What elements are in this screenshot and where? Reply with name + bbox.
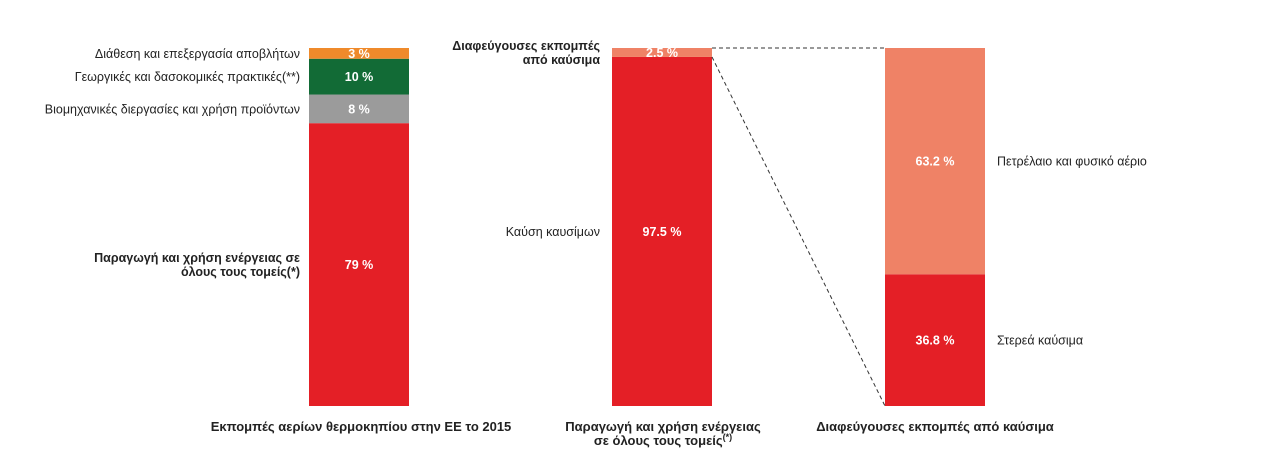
data-label: 2.5 % [646, 46, 678, 60]
bar-segment-1-3 [309, 58, 409, 95]
segment-label: Πετρέλαιο και φυσικό αέριο [997, 155, 1147, 169]
data-label: 36.8 % [916, 334, 955, 348]
bar-segment-3-2 [885, 48, 985, 275]
segment-label: Διάθεση και επεξεργασία αποβλήτων [95, 47, 300, 61]
bar-segment-2-2 [612, 48, 712, 57]
segment-label: Βιομηχανικές διεργασίες και χρήση προϊόν… [45, 102, 300, 116]
footnote-mark: (*) [723, 432, 733, 442]
data-label: 10 % [345, 70, 374, 84]
axis-title: Παραγωγή και χρήση ενέργειας [565, 419, 761, 434]
axis-title: σε όλους τους τομείς(*) [594, 432, 732, 448]
connector-lines [711, 47, 886, 407]
data-label: 63.2 % [916, 155, 955, 169]
segment-label: Διαφεύγουσες εκπομπές [452, 39, 600, 53]
data-label: 8 % [348, 102, 370, 116]
axis-title: Διαφεύγουσες εκπομπές από καύσιμα [816, 419, 1054, 434]
segment-label: από καύσιμα [523, 53, 601, 67]
segment-label: Καύση καυσίμων [506, 225, 600, 239]
segment-label: Παραγωγή και χρήση ενέργειας σε [94, 251, 300, 265]
bar-segment-1-1 [309, 123, 409, 407]
data-label: 3 % [348, 47, 370, 61]
bar-segment-3-1 [885, 274, 985, 406]
data-label: 79 % [345, 258, 374, 272]
bar-segment-1-4 [309, 48, 409, 59]
bar-chart-3: 36.8 % Στερεά καύσιμα 63.2 % Πετρέλαιο και … [816, 48, 1147, 434]
bar-segment-1-2 [309, 94, 409, 124]
segment-label: Γεωργικές και δασοκομικές πρακτικές(**) [75, 70, 300, 84]
connector-bottom [711, 56, 886, 407]
segment-label: Στερεά καύσιμα [997, 334, 1083, 348]
data-label: 97.5 % [643, 225, 682, 239]
axis-title: Εκπομπές αερίων θερμοκηπίου στην ΕΕ το 2… [211, 419, 512, 434]
bar-segment-2-1 [612, 56, 712, 406]
segment-label: όλους τους τομείς(*) [181, 265, 300, 279]
bar-chart-1: 79 % Παραγωγή και χρήση ενέργειας σεόλους… [45, 47, 512, 434]
bar-chart-2: 97.5 % Καύση καυσίμων 2.5 % Διαφεύγουσες εκ… [452, 39, 761, 448]
